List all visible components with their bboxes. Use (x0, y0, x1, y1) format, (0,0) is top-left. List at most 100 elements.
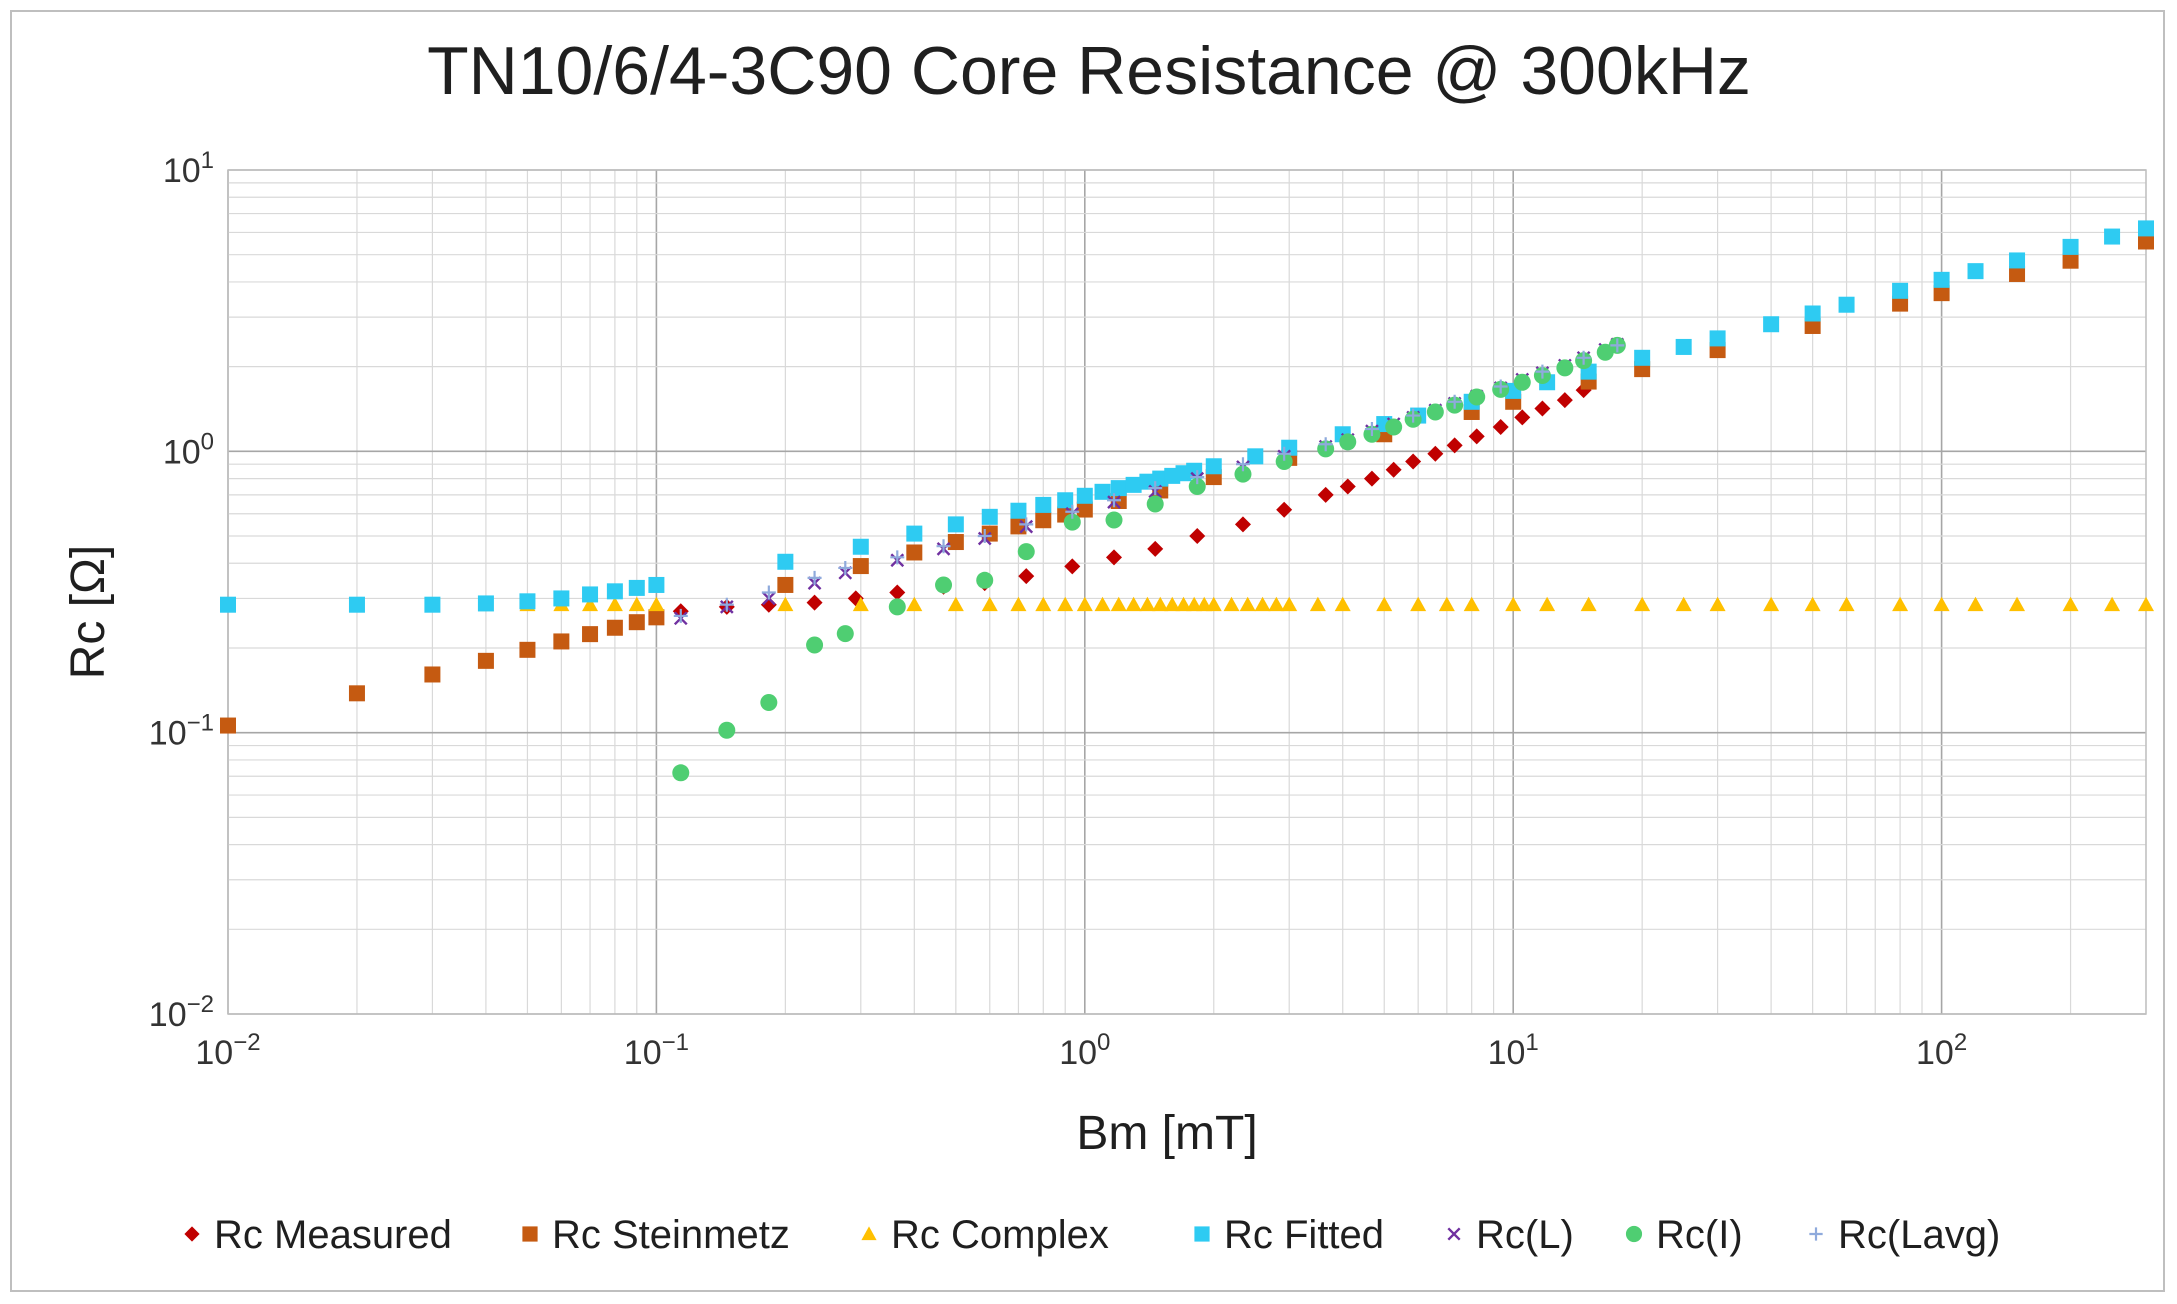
data-point (1139, 596, 1156, 612)
data-point (1019, 517, 1034, 532)
data-point (648, 596, 665, 612)
data-point (1446, 437, 1463, 454)
data-point (890, 550, 905, 565)
series-layer (220, 220, 2154, 782)
data-point (1223, 596, 1240, 612)
series-rc-fitted (220, 220, 2154, 613)
data-point (1064, 558, 1081, 575)
data-point (628, 614, 645, 631)
data-point (1634, 349, 1651, 366)
data-point (606, 619, 623, 636)
data-point (1247, 448, 1264, 465)
data-point (2138, 596, 2154, 612)
data-point (1535, 364, 1550, 379)
plot-area (227, 169, 2147, 1015)
data-point (852, 538, 869, 555)
data-point (1148, 481, 1163, 496)
legend-label: Rc(Lavg) (1838, 1213, 2000, 1257)
data-point (1205, 596, 1222, 612)
y-tick-label: 101 (163, 147, 214, 190)
data-point (889, 584, 906, 601)
data-point (806, 594, 823, 611)
data-point (807, 570, 822, 585)
data-point (1139, 473, 1156, 490)
data-point (1468, 428, 1485, 445)
data-point (1933, 285, 1950, 302)
legend-marker-rc-fitted (1194, 1226, 1210, 1242)
data-point (1513, 373, 1531, 391)
data-point (1234, 465, 1252, 483)
data-point (1410, 596, 1427, 612)
data-point (947, 596, 964, 612)
data-point (1110, 480, 1127, 497)
legend-item-rc-steinmetz: Rc Steinmetz (522, 1213, 790, 1257)
data-point (648, 576, 665, 593)
data-point (1505, 596, 1522, 612)
data-point (1125, 596, 1142, 612)
data-point (1268, 596, 1285, 612)
data-point (1275, 453, 1293, 471)
data-point (1406, 408, 1421, 423)
data-point (1539, 596, 1556, 612)
data-point (1094, 596, 1111, 612)
data-point (1017, 543, 1035, 561)
data-point (1933, 596, 1950, 612)
data-point (1426, 403, 1444, 421)
data-point (1838, 596, 1855, 612)
data-point (1675, 338, 1692, 355)
data-point (1018, 568, 1035, 585)
legend-label: Rc(L) (1476, 1213, 1574, 1257)
data-point (1010, 502, 1027, 519)
legend-item-rc-i: Rc(I) (1625, 1213, 1743, 1257)
x-tick-label: 10−1 (624, 1029, 689, 1072)
data-point (2138, 220, 2154, 237)
legend-label: Rc Measured (214, 1213, 452, 1257)
x-axis-title: Bm [mT] (1076, 1107, 1257, 1160)
data-point (1076, 596, 1093, 612)
data-point (1190, 470, 1205, 485)
y-tick-label: 10−1 (149, 710, 214, 753)
data-point (1152, 596, 1169, 612)
data-point (1235, 457, 1250, 472)
data-point (1967, 596, 1984, 612)
data-point (1709, 330, 1726, 347)
x-tick-label: 100 (1059, 1029, 1110, 1072)
data-point (1125, 476, 1142, 493)
legend-item-rc-l: Rc(L) (1447, 1213, 1574, 1257)
data-point (1186, 596, 1203, 612)
series-rc-i (672, 336, 1626, 782)
data-point (348, 685, 365, 702)
data-point (947, 534, 964, 551)
data-point (628, 579, 645, 596)
data-point (836, 625, 854, 643)
data-point (1463, 596, 1480, 612)
data-point (1556, 392, 1573, 409)
data-point (1709, 596, 1726, 612)
series-rc-steinmetz (220, 233, 2154, 734)
data-point (761, 585, 776, 600)
data-point (2104, 228, 2121, 245)
data-point (1309, 596, 1326, 612)
data-point (477, 595, 494, 612)
data-point (977, 529, 992, 544)
legend-item-rc-measured: Rc Measured (184, 1213, 452, 1257)
data-point (888, 598, 906, 616)
data-point (1164, 596, 1181, 612)
data-point (606, 583, 623, 600)
data-point (1318, 437, 1333, 452)
data-point (1967, 263, 1984, 280)
data-point (1189, 528, 1206, 545)
data-point (852, 558, 869, 575)
x-axis-tick-labels: 10−2 10−1 100 101 102 (195, 1029, 1967, 1072)
data-point (1317, 486, 1334, 503)
data-point (1363, 470, 1380, 487)
data-point (1106, 549, 1123, 566)
series-rc-lavg (673, 338, 1625, 623)
y-tick-label: 100 (163, 428, 214, 471)
data-point (424, 596, 441, 613)
data-point (220, 596, 236, 613)
data-point (1438, 596, 1455, 612)
data-point (1556, 359, 1574, 377)
legend-item-rc-lavg: Rc(Lavg) (1809, 1213, 2000, 1257)
data-point (2009, 596, 2026, 612)
